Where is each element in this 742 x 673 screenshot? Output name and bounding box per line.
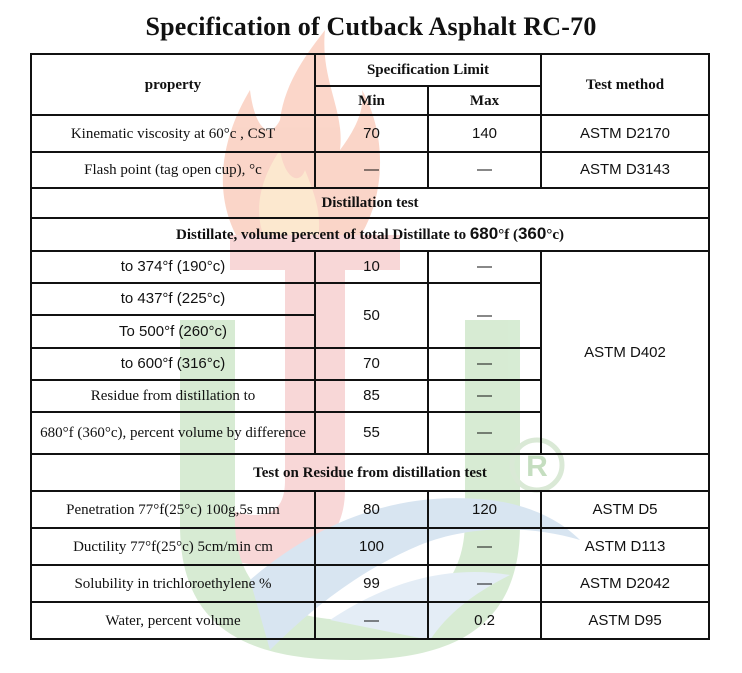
table-row: to 374°f (190°c) 10 — ASTM D402 — [30, 250, 711, 455]
table-row: Penetration 77°f(25°c) 100g,5s mm 80 120… — [30, 490, 711, 529]
table-subheader-row: Min Max — [31, 85, 709, 116]
residue-section-title: Test on Residue from distillation test — [29, 453, 711, 492]
table-row: To 500°f (260°c) — [30, 314, 709, 349]
max-cell: 140 — [426, 114, 543, 153]
min-header: Min — [314, 85, 429, 116]
property-cell: Penetration 77°f(25°c) 100g,5s mm — [30, 490, 316, 529]
distillate-unit-c: °c) — [546, 227, 564, 243]
distillation-method-cell: ASTM D402 — [540, 250, 711, 455]
section-row: Distillate, volume percent of total Dist… — [29, 217, 711, 252]
method-cell: ASTM D2042 — [540, 564, 711, 603]
max-cell: — — [426, 151, 543, 189]
section-row: Distillation test — [29, 187, 711, 219]
table-row: Residue from distillation to 85 — — [30, 379, 709, 413]
max-cell: 120 — [426, 490, 543, 529]
table-row: to 437°f (225°c) 50 — — [30, 282, 709, 349]
method-cell: ASTM D3143 — [540, 151, 711, 189]
max-cell: — — [426, 379, 543, 413]
min-cell: — — [314, 601, 429, 640]
max-cell: 0.2 — [426, 601, 543, 640]
distillate-header: Distillate, volume percent of total Dist… — [29, 217, 711, 252]
table-row: 680°f (360°c), percent volume by differe… — [30, 411, 709, 455]
distillation-section-title: Distillation test — [29, 187, 711, 219]
max-cell: — — [426, 347, 543, 381]
property-cell: Ductility 77°f(25°c) 5cm/min cm — [30, 527, 316, 566]
property-cell: to 437°f (225°c) — [30, 282, 316, 316]
property-cell: Kinematic viscosity at 60°c , CST — [30, 114, 316, 153]
property-cell: Solubility in trichloroethylene % — [30, 564, 316, 603]
table-row: to 600°f (316°c) 70 — — [30, 347, 709, 381]
method-cell: ASTM D5 — [540, 490, 711, 529]
table-header-row: property Specification Limit Test method — [30, 53, 711, 116]
min-cell: 99 — [314, 564, 429, 603]
property-cell: to 600°f (316°c) — [30, 347, 316, 381]
specification-table: property Specification Limit Test method… — [29, 53, 711, 640]
property-cell: To 500°f (260°c) — [30, 314, 316, 349]
table-row: Kinematic viscosity at 60°c , CST 70 140… — [30, 114, 711, 153]
distillate-temp-f: 680 — [469, 224, 499, 243]
test-method-header: Test method — [540, 53, 711, 116]
max-cell: — — [426, 564, 543, 603]
property-cell: Residue from distillation to — [30, 379, 316, 413]
min-cell: 85 — [314, 379, 429, 413]
max-header: Max — [426, 85, 543, 116]
max-cell: — — [426, 250, 543, 284]
method-cell: ASTM D113 — [540, 527, 711, 566]
min-cell: 50 — [314, 282, 429, 349]
distillate-temp-c: 360 — [517, 224, 547, 243]
spec-limit-header: Specification Limit — [313, 53, 543, 87]
min-cell: 80 — [314, 490, 429, 529]
property-cell: to 374°f (190°c) — [30, 250, 316, 284]
property-cell: Flash point (tag open cup), °c — [30, 151, 316, 189]
table-row: Water, percent volume — 0.2 ASTM D95 — [30, 601, 711, 640]
page-title: Specification of Cutback Asphalt RC-70 — [145, 12, 597, 41]
min-cell: 55 — [314, 411, 429, 455]
section-row: Test on Residue from distillation test — [29, 453, 711, 492]
method-cell: ASTM D95 — [540, 601, 711, 640]
property-cell: 680°f (360°c), percent volume by differe… — [30, 411, 316, 455]
min-cell: — — [314, 151, 429, 189]
table-row: Solubility in trichloroethylene % 99 — A… — [30, 564, 711, 603]
method-cell: ASTM D2170 — [540, 114, 711, 153]
property-cell: Water, percent volume — [30, 601, 316, 640]
max-cell: — — [426, 282, 543, 349]
min-cell: 10 — [314, 250, 429, 284]
distillate-unit-f: °f ( — [498, 227, 518, 243]
table-row: Ductility 77°f(25°c) 5cm/min cm 100 — AS… — [30, 527, 711, 566]
max-cell: — — [426, 411, 543, 455]
min-cell: 100 — [314, 527, 429, 566]
min-cell: 70 — [314, 114, 429, 153]
max-cell: — — [426, 527, 543, 566]
table-row: Flash point (tag open cup), °c — — ASTM … — [30, 151, 711, 189]
min-cell: 70 — [314, 347, 429, 381]
property-header: property — [30, 53, 316, 116]
distillate-prefix: Distillate, volume percent of total Dist… — [176, 227, 470, 243]
